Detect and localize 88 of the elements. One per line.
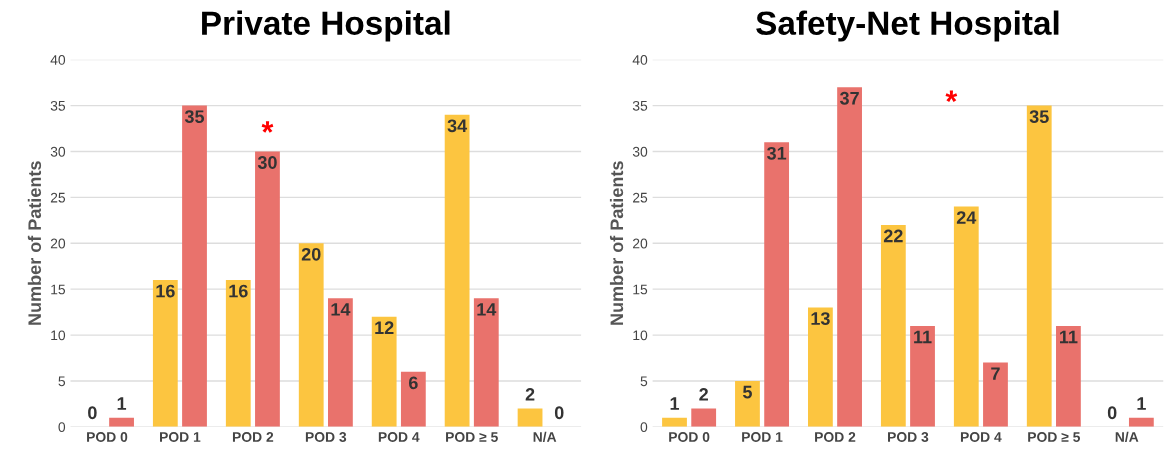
y-tick-label: 10 xyxy=(51,330,66,341)
data-label: 2 xyxy=(525,387,535,401)
y-tick-label: 30 xyxy=(50,146,66,157)
data-label: 37 xyxy=(839,91,859,105)
bar xyxy=(837,87,862,427)
bar xyxy=(1026,105,1052,427)
y-tick-label: 5 xyxy=(640,376,648,387)
y-tick-label: 40 xyxy=(632,55,648,65)
x-tick-label: POD 2 xyxy=(232,432,274,442)
bar xyxy=(880,224,906,427)
data-label: 14 xyxy=(477,303,497,316)
x-tick-label: N/A xyxy=(533,431,557,443)
bar xyxy=(517,408,543,427)
data-label: 12 xyxy=(375,321,394,334)
y-tick-label: 30 xyxy=(632,146,648,157)
y-tick-label: 35 xyxy=(50,100,66,111)
bar xyxy=(371,316,397,427)
bar xyxy=(473,298,499,427)
y-tick-label: 40 xyxy=(50,55,66,65)
y-axis-title: Number of Patients xyxy=(609,161,624,325)
x-tick-label: POD 3 xyxy=(305,432,347,442)
data-label: 0 xyxy=(554,406,564,420)
data-label: 13 xyxy=(811,312,830,325)
bar xyxy=(983,362,1008,427)
data-label: 30 xyxy=(257,156,277,169)
annotation: * xyxy=(945,90,958,102)
y-tick-label: 0 xyxy=(640,422,648,433)
data-label: 31 xyxy=(767,146,787,160)
data-label: 24 xyxy=(956,211,977,224)
x-tick-label: POD 3 xyxy=(888,432,929,442)
data-label: 35 xyxy=(184,110,205,124)
y-tick-label: 10 xyxy=(633,330,648,341)
x-tick-label: POD 1 xyxy=(160,432,201,442)
bar xyxy=(735,380,760,427)
data-label: 14 xyxy=(331,303,351,316)
data-label: 1 xyxy=(670,397,680,410)
x-tick-label: POD ≥ 5 xyxy=(1028,432,1081,442)
data-label: 20 xyxy=(301,247,321,261)
data-label: 35 xyxy=(1029,110,1049,124)
bar xyxy=(808,307,833,427)
y-tick-label: 15 xyxy=(51,284,66,295)
y-axis-title: Number of Patients xyxy=(27,161,42,325)
chart-title: Private Hospital xyxy=(202,10,450,42)
data-label: 1 xyxy=(1137,397,1146,410)
y-tick-label: 35 xyxy=(632,100,648,111)
bar xyxy=(910,325,935,427)
bar xyxy=(225,279,251,427)
y-tick-label: 15 xyxy=(633,284,648,295)
y-tick-label: 0 xyxy=(58,422,66,433)
y-tick-label: 25 xyxy=(50,192,66,203)
bar xyxy=(764,142,790,427)
y-tick-label: 20 xyxy=(633,238,648,249)
data-label: 16 xyxy=(229,284,248,298)
data-label: 7 xyxy=(991,367,1000,380)
y-tick-label: 20 xyxy=(50,238,66,249)
x-tick-label: POD 0 xyxy=(87,432,128,442)
data-label: 22 xyxy=(883,229,903,243)
y-tick-label: 25 xyxy=(633,192,648,203)
chart-title: Safety-Net Hospital xyxy=(756,10,1059,42)
bar xyxy=(152,279,178,427)
bar xyxy=(1056,325,1081,427)
data-label: 0 xyxy=(1107,406,1117,420)
bar xyxy=(255,151,280,427)
data-label: 6 xyxy=(408,376,418,390)
bar xyxy=(400,371,426,427)
data-label: 0 xyxy=(88,406,97,420)
data-label: 2 xyxy=(699,387,708,401)
x-tick-label: POD 0 xyxy=(669,432,710,442)
x-tick-label: POD 1 xyxy=(742,432,783,442)
bar xyxy=(953,206,979,427)
bar xyxy=(691,408,717,427)
bar xyxy=(444,114,470,427)
bar xyxy=(182,105,207,427)
annotation: * xyxy=(261,121,274,133)
x-tick-label: N/A xyxy=(1115,431,1139,443)
data-label: 16 xyxy=(156,284,175,298)
x-tick-label: POD 4 xyxy=(960,432,1002,442)
data-label: 11 xyxy=(1060,330,1078,344)
bar xyxy=(328,298,353,427)
y-tick-label: 5 xyxy=(58,376,66,387)
data-label: 11 xyxy=(914,330,932,344)
x-tick-label: POD 4 xyxy=(378,432,420,442)
x-tick-label: POD ≥ 5 xyxy=(446,432,498,442)
data-label: 1 xyxy=(117,397,127,410)
data-label: 5 xyxy=(742,385,752,399)
data-label: 34 xyxy=(447,119,468,133)
x-tick-label: POD 2 xyxy=(815,432,856,442)
bar xyxy=(298,243,324,427)
